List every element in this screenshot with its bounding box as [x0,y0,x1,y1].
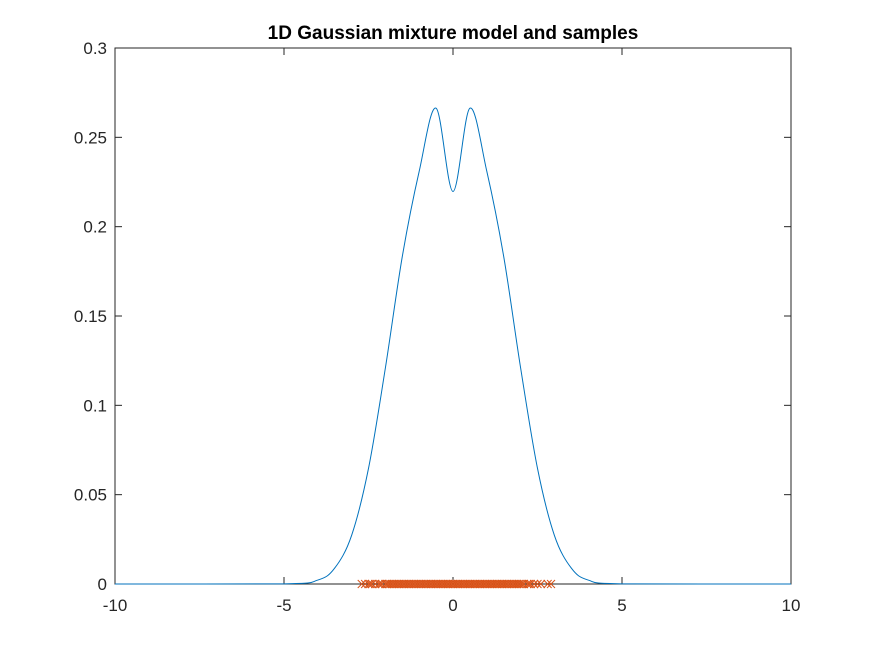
plot-area: -10 -5 0 5 10 0 0.05 0.1 0.15 0.2 0.25 0.3 [74,39,801,615]
sample-marker [357,579,367,589]
y-tick-label: 0.3 [83,39,107,58]
y-tick-label: 0.05 [74,486,107,505]
sample-marker [543,579,552,589]
x-tick-label: 0 [448,596,457,615]
y-tick-label: 0.15 [74,307,107,326]
x-tick-label: 10 [782,596,801,615]
sample-marker [516,579,525,589]
axes-box [114,47,792,585]
density-curve [114,107,792,585]
y-tick-label: 0.1 [83,396,107,415]
y-tick-label: 0.2 [83,218,107,237]
sample-marker [546,579,556,589]
sample-marker [526,579,536,589]
sample-marker [364,579,373,589]
sample-marker [523,579,532,589]
sample-marker [529,579,539,589]
sample-marker [374,579,383,589]
sample-marker [536,579,546,589]
x-tick-label: 5 [617,596,626,615]
y-tick-label: 0.25 [74,128,107,147]
y-tick-label: 0 [98,575,107,594]
x-tick-label: -10 [103,596,128,615]
sample-marker [367,579,377,589]
chart-title: 1D Gaussian mixture model and samples [268,23,639,44]
x-tick-label: -5 [276,596,291,615]
sample-marker [533,579,542,589]
